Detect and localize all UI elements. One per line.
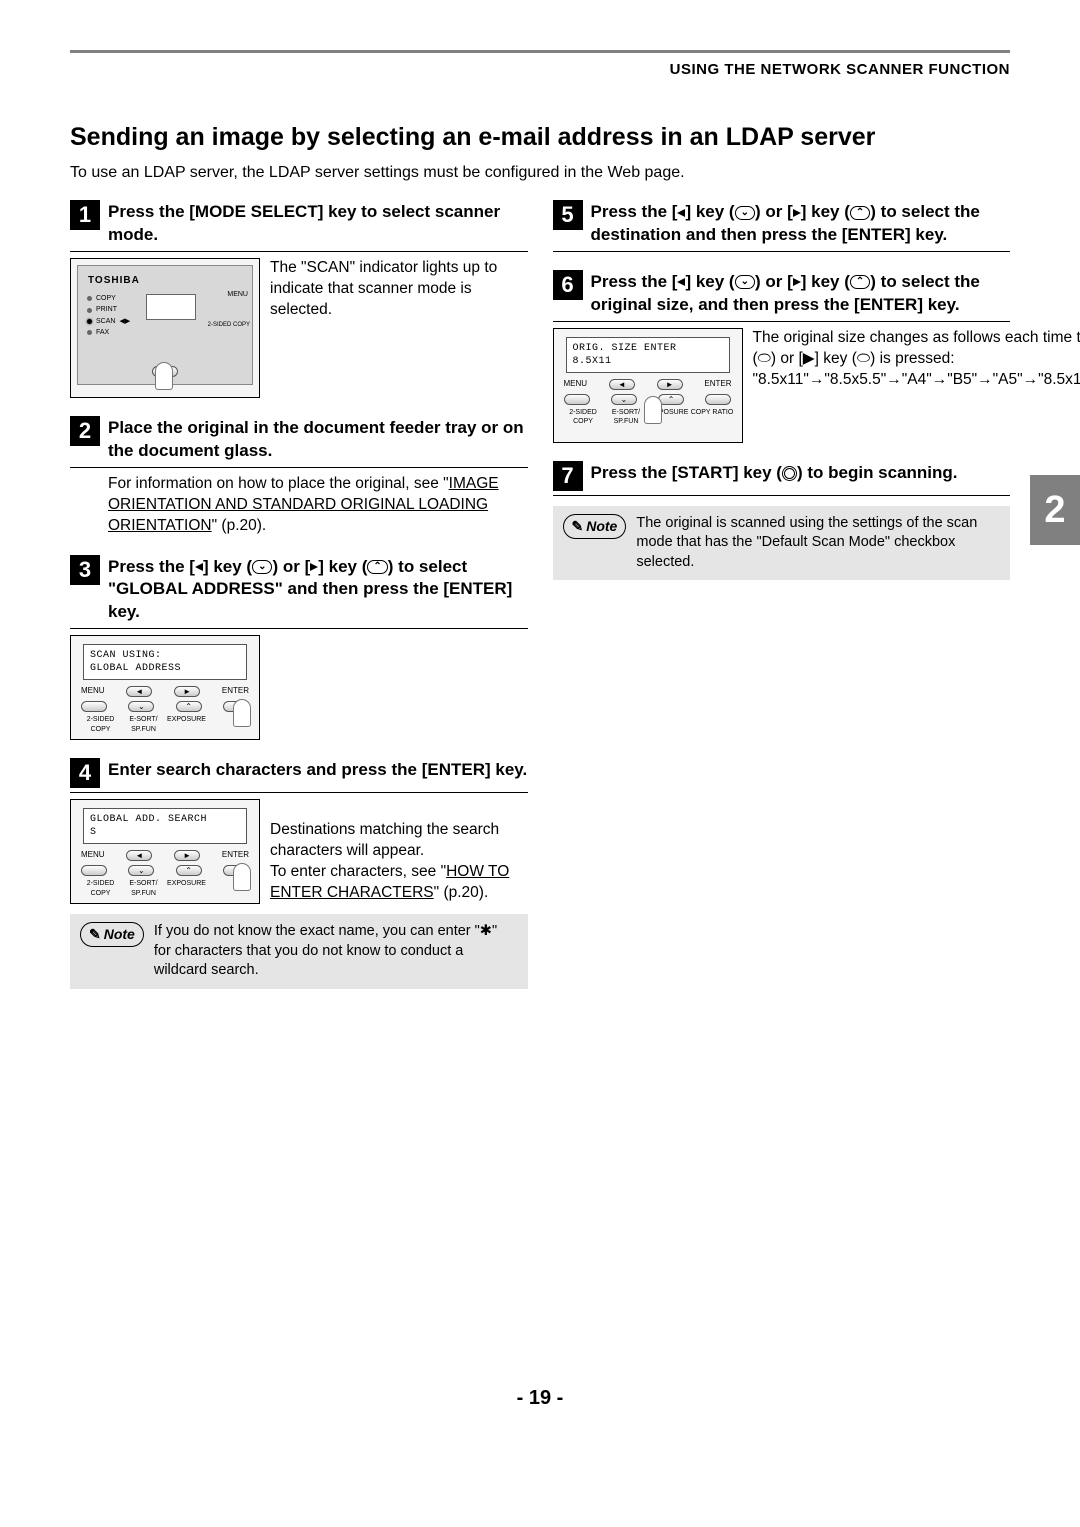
page-number: - 19 - [70, 1387, 1010, 1410]
step-title: Press the [] key (⌄) or [] key (⌃) to se… [591, 270, 1011, 317]
label-enter: ENTER [222, 686, 249, 697]
label-enter: ENTER [222, 850, 249, 861]
lcd-line-1: SCAN USING: [90, 649, 240, 662]
start-key-icon [782, 466, 797, 481]
step-number: 7 [553, 461, 583, 491]
note-pill: Note [563, 514, 627, 539]
step-title: Enter search characters and press the [E… [108, 758, 527, 782]
label-esort: E-SORT/ SP.FUN [122, 879, 165, 898]
note-box: Note The original is scanned using the s… [553, 506, 1011, 581]
brand-logo: TOSHIBA [88, 274, 247, 288]
finger-pointer-icon [155, 362, 173, 390]
label-exposure: EXPOSURE [165, 879, 208, 898]
label-2sided: 2-SIDED COPY [79, 879, 122, 898]
step-body-text: For information on how to place the orig… [70, 474, 528, 537]
step-number: 6 [553, 270, 583, 300]
note-pill: Note [80, 922, 144, 947]
label-esort: E-SORT/ SP.FUN [605, 408, 648, 427]
pencil-icon [89, 925, 101, 944]
step-title: Place the original in the document feede… [108, 416, 528, 463]
header-rule [70, 50, 1010, 53]
step-3: 3 Press the [] key (⌄) or [] key (⌃) to … [70, 555, 528, 741]
step-4: 4 Enter search characters and press the … [70, 758, 528, 989]
step-number: 2 [70, 416, 100, 446]
lcd-line-1: ORIG. SIZE ENTER [573, 342, 723, 355]
step-5: 5 Press the [] key (⌄) or [] key (⌃) to … [553, 200, 1011, 252]
step-body-text: Destinations matching the search charact… [270, 799, 528, 904]
panel-label-menu: MENU [227, 291, 248, 298]
label-2sided: 2-SIDED COPY [79, 715, 122, 734]
label-copyratio: COPY RATIO [691, 408, 734, 427]
step-number: 4 [70, 758, 100, 788]
chapter-tab: 2 [1030, 475, 1080, 545]
label-menu: MENU [81, 686, 105, 697]
panel-label-fax: FAX [96, 328, 109, 337]
finger-pointer-icon [233, 863, 251, 891]
step-title: Press the [START] key () to begin scanni… [591, 461, 958, 485]
lcd-line-2: 8.5X11 [573, 355, 723, 368]
lcd-line-2: GLOBAL ADDRESS [90, 662, 240, 675]
step-title: Press the [MODE SELECT] key to select sc… [108, 200, 528, 247]
step-2: 2 Place the original in the document fee… [70, 416, 528, 537]
note-text: The original is scanned using the settin… [636, 514, 1000, 573]
note-box: Note If you do not know the exact name, … [70, 914, 528, 989]
scanner-panel-diagram: TOSHIBA COPY PRINT SCAN ◀▶ FAX MENU 2- [70, 258, 260, 398]
label-menu: MENU [81, 850, 105, 861]
step-number: 5 [553, 200, 583, 230]
lcd-diagram: ORIG. SIZE ENTER 8.5X11 MENU ◄ ► ENTER ⌄… [553, 328, 743, 443]
finger-pointer-icon [644, 396, 662, 424]
panel-label-scan: SCAN [96, 317, 115, 326]
lcd-diagram: GLOBAL ADD. SEARCH S MENU ◄ ► ENTER ⌄ ⌃ [70, 799, 260, 904]
label-exposure: EXPOSURE [165, 715, 208, 734]
intro-text: To use an LDAP server, the LDAP server s… [70, 164, 1010, 182]
step-title: Press the [] key (⌄) or [] key (⌃) to se… [591, 200, 1011, 247]
step-body-text: The original size changes as follows eac… [753, 328, 1080, 443]
panel-label-print: PRINT [96, 305, 117, 314]
label-esort: E-SORT/ SP.FUN [122, 715, 165, 734]
left-column: 1 Press the [MODE SELECT] key to select … [70, 200, 528, 1007]
label-menu: MENU [564, 379, 588, 390]
note-text: If you do not know the exact name, you c… [154, 922, 518, 981]
label-2sided: 2-SIDED COPY [562, 408, 605, 427]
lcd-diagram: SCAN USING: GLOBAL ADDRESS MENU ◄ ► ENTE… [70, 635, 260, 740]
step-7: 7 Press the [START] key () to begin scan… [553, 461, 1011, 581]
pencil-icon [572, 517, 584, 536]
step-body-text: The "SCAN" indicator lights up to indica… [270, 258, 528, 398]
panel-label-2sided: 2-SIDED COPY [208, 322, 250, 328]
lcd-line-2: S [90, 826, 240, 839]
lcd-line-1: GLOBAL ADD. SEARCH [90, 813, 240, 826]
finger-pointer-icon [233, 699, 251, 727]
step-6: 6 Press the [] key (⌄) or [] key (⌃) to … [553, 270, 1011, 443]
step-title: Press the [] key (⌄) or [] key (⌃) to se… [108, 555, 528, 625]
right-column: 5 Press the [] key (⌄) or [] key (⌃) to … [553, 200, 1011, 1007]
step-number: 3 [70, 555, 100, 585]
step-1: 1 Press the [MODE SELECT] key to select … [70, 200, 528, 398]
panel-label-copy: COPY [96, 294, 116, 303]
header-section-title: USING THE NETWORK SCANNER FUNCTION [70, 61, 1010, 78]
step-number: 1 [70, 200, 100, 230]
page-title: Sending an image by selecting an e-mail … [70, 123, 1010, 152]
label-enter: ENTER [704, 379, 731, 390]
